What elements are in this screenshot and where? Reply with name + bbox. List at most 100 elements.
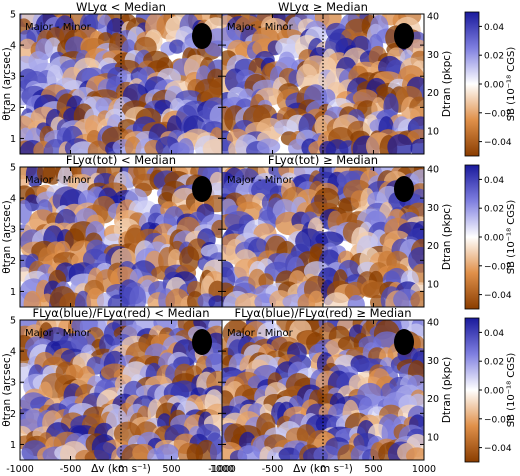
colorbar-tick-label: 0.04 [484, 176, 504, 186]
y2-tick-label: 40 [427, 317, 439, 328]
colorbar-r2: −0.04 −0.02 0.00 0.02 0.04 SB (10⁻¹⁸ CGS) [464, 164, 517, 310]
colorbar-tick-label: −0.02 [484, 262, 512, 272]
colorbar-tick-label: −0.04 [484, 291, 512, 301]
panel-title: WLyα ≥ Median [278, 0, 368, 14]
panel-label: Major - Minor [227, 22, 294, 33]
panel-title: FLyα(tot) ≥ Median [268, 153, 378, 167]
panel-r3-right: Major - Minor FLyα(blue)/FLyα(red) ≥ Medi… [208, 306, 453, 475]
y2-tick-label: 10 [427, 433, 439, 444]
y-tick-label: 2 [10, 409, 16, 420]
heatmap-blob [315, 231, 344, 247]
colorbar-tick-label: −0.04 [484, 444, 512, 454]
y-tick-label: 1 [10, 287, 16, 298]
heatmap-blob [208, 295, 222, 307]
panel-label: Major - Minor [25, 328, 92, 339]
x-tick-label: 1000 [210, 464, 234, 475]
y-tick-label: 5 [10, 316, 16, 327]
panel-title: FLyα(tot) < Median [66, 153, 176, 167]
y-axis-label: θtran (arcsec) [1, 200, 13, 273]
x-axis-label: Δv (km s⁻¹) [91, 463, 151, 475]
y-tick-label: 3 [10, 378, 16, 389]
x-tick-label: -1000 [208, 464, 236, 475]
colorbar-tick-label: 0.02 [484, 205, 504, 215]
panel-title: WLyα < Median [76, 0, 166, 14]
panel-label: Major - Minor [227, 175, 294, 186]
heatmap-blob [258, 273, 274, 289]
y-tick-label: 2 [10, 103, 16, 114]
heatmap-blob [256, 138, 281, 154]
panel-r2-left: Major - Minor FLyα(tot) < Median 1 2 3 4 5 θtra… [1, 153, 223, 308]
heatmap-blob [308, 290, 325, 307]
heatmap-blob [202, 138, 222, 154]
y2-tick-label: 40 [427, 11, 439, 22]
x-tick-label: -500 [60, 464, 82, 475]
colorbar-r1: −0.04 −0.02 0.00 0.02 0.04 SB (10⁻¹⁸ CGS) [464, 11, 517, 157]
x-tick-label: 0 [118, 464, 124, 475]
beam-ellipse [394, 176, 414, 202]
colorbar-gradient [464, 164, 480, 310]
y-tick-label: 5 [10, 10, 16, 21]
x-tick-label: -1000 [6, 464, 34, 475]
colorbar-gradient [464, 11, 480, 157]
y2-axis-label: Dtran (pkpc) [441, 357, 453, 423]
heatmap-blob [344, 281, 367, 301]
y-tick-label: 2 [10, 256, 16, 267]
beam-ellipse [394, 23, 414, 49]
panel-label: Major - Minor [25, 175, 92, 186]
y2-tick-label: 10 [427, 127, 439, 138]
heatmap-field [20, 14, 222, 154]
y-axis-label: θtran (arcsec) [1, 353, 13, 426]
y2-tick-label: 10 [427, 280, 439, 291]
y-tick-label: 3 [10, 225, 16, 236]
colorbar-tick-label: 0.00 [484, 234, 504, 244]
y2-tick-label: 30 [427, 50, 439, 61]
beam-ellipse [192, 176, 212, 202]
heatmap-blob [406, 447, 424, 460]
heatmap-blob [313, 445, 341, 460]
colorbar-tick-label: −0.02 [484, 415, 512, 425]
panel-label: Major - Minor [227, 328, 294, 339]
y2-axis-label: Dtran (pkpc) [441, 51, 453, 117]
heatmap-blob [324, 292, 350, 307]
heatmap-blob [129, 285, 147, 307]
x-tick-label: 1000 [412, 464, 436, 475]
heatmap-field [222, 320, 424, 460]
x-axis-label: Δv (km s⁻¹) [293, 463, 353, 475]
y2-axis-label: Dtran (pkpc) [441, 204, 453, 270]
colorbar-tick-label: 0.00 [484, 81, 504, 91]
y2-tick-label: 20 [427, 88, 439, 99]
beam-ellipse [192, 329, 212, 355]
y2-tick-label: 20 [427, 241, 439, 252]
heatmap-blob [237, 445, 261, 460]
heatmap-blob [20, 199, 32, 225]
heatmap-blob [87, 140, 109, 154]
colorbar-gradient [464, 317, 480, 463]
y2-tick-label: 30 [427, 356, 439, 367]
heatmap-blob [23, 290, 42, 307]
y2-tick-label: 30 [427, 203, 439, 214]
heatmap-blob [169, 39, 185, 54]
x-tick-label: 0 [320, 464, 326, 475]
y-tick-label: 1 [10, 134, 16, 145]
panel-label: Major - Minor [25, 22, 92, 33]
x-tick-label: -500 [262, 464, 284, 475]
heatmap-blob [347, 295, 365, 307]
heatmap-blob [387, 134, 413, 154]
y-tick-label: 1 [10, 440, 16, 451]
panel-r1-left: Major - Minor WLyα < Median 1 2 3 4 5 θtran (ar… [1, 0, 223, 155]
colorbar-label: SB (10⁻¹⁸ CGS) [506, 353, 517, 428]
colorbar-tick-label: 0.02 [484, 358, 504, 368]
heatmap-blob [410, 138, 424, 154]
y-axis-label: θtran (arcsec) [1, 47, 13, 120]
y2-tick-label: 40 [427, 164, 439, 175]
y-tick-label: 5 [10, 163, 16, 174]
y-tick-label: 4 [10, 194, 16, 205]
panel-r1-right: Major - Minor WLyα ≥ Median 10 20 30 40 Dtran … [221, 0, 453, 155]
heatmap-blob [94, 441, 118, 460]
colorbar-label: SB (10⁻¹⁸ CGS) [506, 200, 517, 275]
panel-r2-right: Major - Minor FLyα(tot) ≥ Median 10 20 30 40 D… [221, 153, 453, 308]
colorbar-r3: −0.04 −0.02 0.00 0.02 0.04 SB (10⁻¹⁸ CGS) [464, 317, 517, 463]
panel-r3-left: Major - Minor FLyα(blue)/FLyα(red) < Medi… [1, 306, 234, 475]
heatmap-blob [177, 138, 194, 154]
